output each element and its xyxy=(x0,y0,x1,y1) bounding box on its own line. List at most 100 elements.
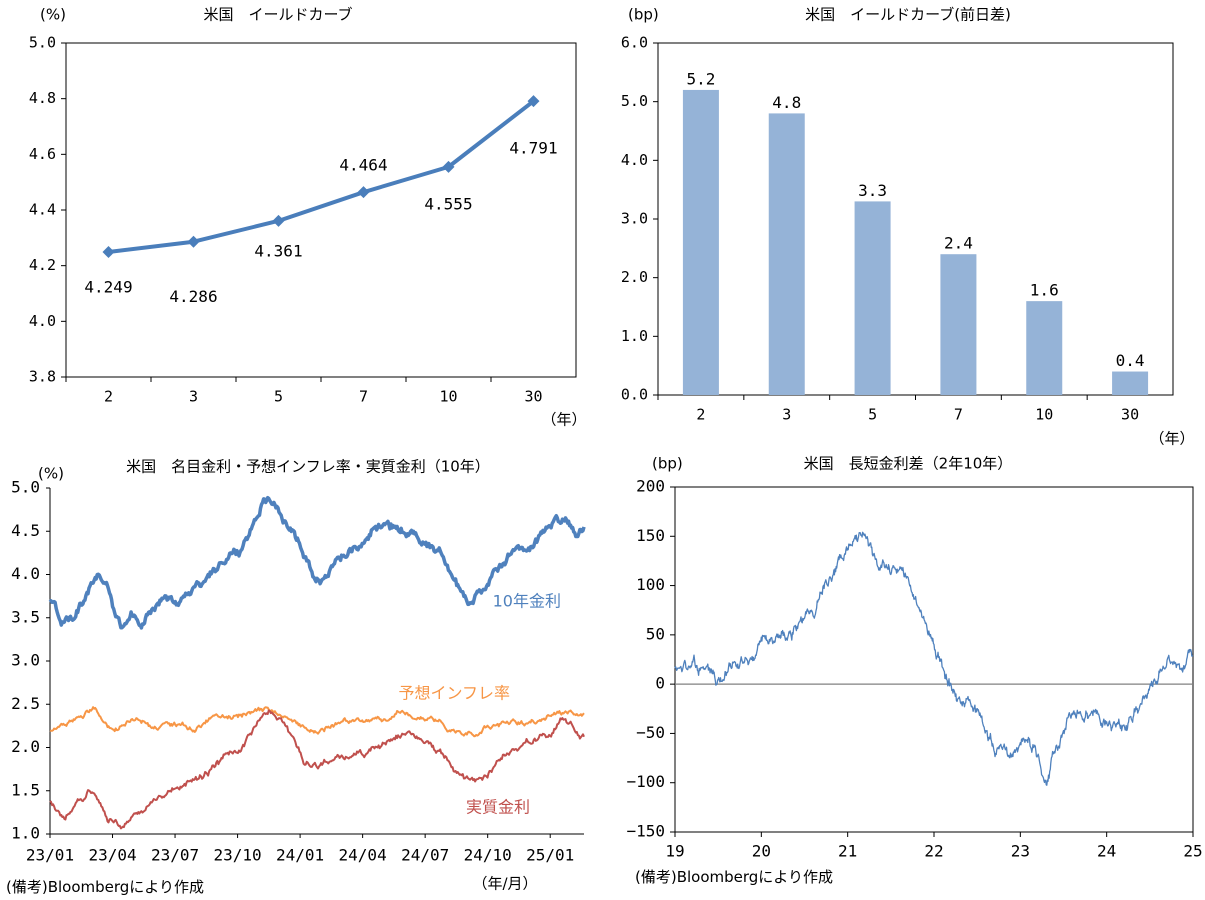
chart4-y-tick-label: 150 xyxy=(636,526,665,545)
chart3-series-label: 実質金利 xyxy=(466,798,530,817)
chart1-x-tick-label: 2 xyxy=(104,388,113,406)
chart4-y-tick-label: −150 xyxy=(626,822,665,841)
chart2-x-tick-label: 7 xyxy=(954,406,963,424)
chart2-data-label: 0.4 xyxy=(1116,351,1145,370)
chart3-x-tick-label: 24/07 xyxy=(401,846,449,865)
chart2-bar xyxy=(682,89,719,395)
chart1-data-label: 4.555 xyxy=(424,194,472,213)
chart3-series-line xyxy=(49,709,585,830)
chart2-bar xyxy=(1026,301,1063,395)
chart2-y-tick-label: 5.0 xyxy=(621,92,648,110)
chart3-x-tick-label: 23/10 xyxy=(213,846,261,865)
chart4-x-tick-label: 21 xyxy=(838,842,857,861)
chart4-y-tick-label: 100 xyxy=(636,575,665,594)
chart1-data-point xyxy=(527,95,540,108)
chart1-data-point xyxy=(102,246,115,259)
chart2-data-label: 2.4 xyxy=(944,234,973,253)
chart1-y-tick-label: 4.2 xyxy=(29,256,56,274)
chart2-y-tick-label: 6.0 xyxy=(621,34,648,52)
chart3-x-tick-label: 23/01 xyxy=(26,846,74,865)
chart2-y-tick-label: 2.0 xyxy=(621,268,648,286)
chart4-x-tick-label: 19 xyxy=(665,842,684,861)
chart3-series-line xyxy=(49,706,585,738)
chart1-data-label: 4.791 xyxy=(509,139,557,158)
chart3-y-tick-label: 2.5 xyxy=(11,694,40,713)
chart3-x-tick-label: 25/01 xyxy=(526,846,574,865)
chart3-x-unit: （年/月） xyxy=(472,875,537,893)
chart3-y-tick-label: 3.5 xyxy=(11,607,40,626)
chart2-y-tick-label: 0.0 xyxy=(621,386,648,404)
chart4-x-tick-label: 25 xyxy=(1183,842,1202,861)
chart2-y-tick-label: 4.0 xyxy=(621,151,648,169)
chart1-y-tick-label: 4.8 xyxy=(29,89,56,107)
chart4-x-tick-label: 20 xyxy=(752,842,771,861)
chart4-x-tick-label: 22 xyxy=(924,842,943,861)
chart3-y-tick-label: 3.0 xyxy=(11,651,40,670)
chart1-data-label: 4.249 xyxy=(84,278,132,297)
chart1-y-tick-label: 4.6 xyxy=(29,145,56,163)
chart2-x-tick-label: 3 xyxy=(782,406,791,424)
chart3-series-label: 10年金利 xyxy=(493,592,561,611)
chart4-title: 米国 長短金利差（2年10年） xyxy=(804,455,1013,473)
chart4-y-unit: (bp) xyxy=(652,455,683,473)
chart4-y-tick-label: −100 xyxy=(626,772,665,791)
chart1-title: 米国 イールドカーブ xyxy=(203,6,352,24)
chart2-y-unit: (bp) xyxy=(628,6,659,24)
chart3-title: 米国 名目金利・予想インフレ率・実質金利（10年） xyxy=(126,458,490,476)
chart2-bar xyxy=(854,201,891,395)
chart2-bar xyxy=(940,254,977,395)
chart1-x-tick-label: 30 xyxy=(524,388,542,406)
chart1-y-tick-label: 4.0 xyxy=(29,312,56,330)
chart4-x-tick-label: 23 xyxy=(1011,842,1030,861)
chart2-y-tick-label: 1.0 xyxy=(621,327,648,345)
chart2-y-tick-label: 3.0 xyxy=(621,210,648,228)
chart1-plot-frame xyxy=(65,42,577,378)
chart2-x-tick-label: 10 xyxy=(1035,406,1053,424)
chart3-y-unit: (%) xyxy=(38,465,64,483)
chart4-y-tick-label: −50 xyxy=(636,723,665,742)
chart1-y-tick-label: 4.4 xyxy=(29,201,56,219)
chart1-data-label: 4.361 xyxy=(254,241,302,260)
chart3-x-tick-label: 24/01 xyxy=(276,846,324,865)
chart1-data-point xyxy=(187,235,200,248)
chart1-series-line xyxy=(108,99,535,255)
chart2-data-label: 4.8 xyxy=(772,93,801,112)
chart2-bar xyxy=(768,113,805,396)
chart3-x-tick-label: 24/04 xyxy=(339,846,387,865)
chart3-x-tick-label: 23/07 xyxy=(151,846,199,865)
chart1-data-point xyxy=(442,160,455,173)
chart1-x-tick-label: 7 xyxy=(359,388,368,406)
chart3-x-tick-label: 23/04 xyxy=(88,846,136,865)
chart1-x-tick-label: 10 xyxy=(439,388,457,406)
chart2-data-label: 3.3 xyxy=(858,181,887,200)
chart3-series-label: 予想インフレ率 xyxy=(398,684,510,703)
chart1-y-tick-label: 5.0 xyxy=(29,34,56,52)
chart3-y-tick-label: 5.0 xyxy=(11,478,40,497)
chart3-y-tick-label: 1.5 xyxy=(11,780,40,799)
chart4-series-line xyxy=(674,531,1194,786)
chart3-series-line xyxy=(48,495,586,630)
chart4-y-tick-label: 50 xyxy=(646,624,665,643)
chart4-y-tick-label: 0 xyxy=(655,674,665,693)
chart1-x-tick-label: 3 xyxy=(189,388,198,406)
chart2-x-unit: （年） xyxy=(1149,430,1194,448)
chart1-data-point xyxy=(272,214,285,227)
chart2-x-tick-label: 30 xyxy=(1121,406,1139,424)
source-note-right: (備考)Bloombergにより作成 xyxy=(635,868,834,886)
chart4-y-tick-label: 200 xyxy=(636,477,665,496)
chart3-y-tick-label: 4.0 xyxy=(11,564,40,583)
chart3-y-tick-label: 2.0 xyxy=(11,737,40,756)
chart3-y-tick-label: 1.0 xyxy=(11,824,40,843)
chart2-title: 米国 イールドカーブ(前日差) xyxy=(805,6,1011,24)
chart2-bar xyxy=(1112,371,1149,395)
chart2-data-label: 1.6 xyxy=(1030,281,1059,300)
chart1-data-label: 4.286 xyxy=(169,287,217,306)
chart1-x-tick-label: 5 xyxy=(274,388,283,406)
chart3-x-tick-label: 24/10 xyxy=(464,846,512,865)
chart2-data-label: 5.2 xyxy=(686,69,715,88)
chart3-y-tick-label: 4.5 xyxy=(11,521,40,540)
chart2-x-tick-label: 2 xyxy=(696,406,705,424)
chart4-x-tick-label: 24 xyxy=(1097,842,1116,861)
chart1-y-unit: (%) xyxy=(40,6,66,24)
